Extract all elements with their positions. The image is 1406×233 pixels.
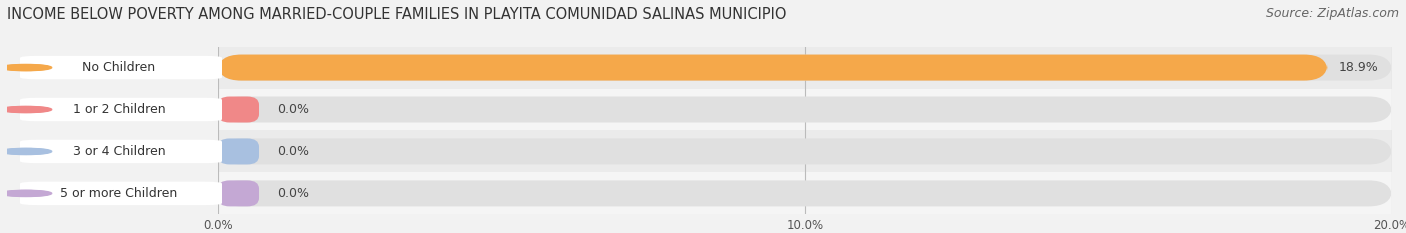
- Bar: [218, 130, 1392, 172]
- Text: 5 or more Children: 5 or more Children: [60, 187, 177, 200]
- Bar: [218, 89, 1392, 130]
- Text: 0.0%: 0.0%: [277, 187, 309, 200]
- Circle shape: [0, 65, 52, 71]
- Circle shape: [0, 106, 52, 113]
- FancyBboxPatch shape: [20, 140, 222, 163]
- FancyBboxPatch shape: [218, 180, 1392, 206]
- Circle shape: [0, 190, 52, 196]
- FancyBboxPatch shape: [218, 55, 1327, 81]
- Text: No Children: No Children: [83, 61, 156, 74]
- Text: Source: ZipAtlas.com: Source: ZipAtlas.com: [1265, 7, 1399, 20]
- FancyBboxPatch shape: [20, 56, 222, 79]
- FancyBboxPatch shape: [20, 182, 222, 205]
- FancyBboxPatch shape: [218, 96, 1392, 123]
- Text: 1 or 2 Children: 1 or 2 Children: [73, 103, 165, 116]
- FancyBboxPatch shape: [218, 96, 259, 123]
- Text: 0.0%: 0.0%: [277, 103, 309, 116]
- FancyBboxPatch shape: [20, 98, 222, 121]
- Text: 3 or 4 Children: 3 or 4 Children: [73, 145, 165, 158]
- Circle shape: [3, 65, 51, 70]
- FancyBboxPatch shape: [218, 138, 1392, 164]
- FancyBboxPatch shape: [218, 180, 259, 206]
- Bar: [218, 47, 1392, 89]
- FancyBboxPatch shape: [218, 138, 259, 164]
- Circle shape: [3, 149, 51, 154]
- Circle shape: [3, 191, 51, 196]
- Text: 18.9%: 18.9%: [1339, 61, 1379, 74]
- FancyBboxPatch shape: [218, 55, 1392, 81]
- Text: INCOME BELOW POVERTY AMONG MARRIED-COUPLE FAMILIES IN PLAYITA COMUNIDAD SALINAS : INCOME BELOW POVERTY AMONG MARRIED-COUPL…: [7, 7, 786, 22]
- Circle shape: [0, 148, 52, 154]
- Circle shape: [3, 107, 51, 112]
- Bar: [218, 172, 1392, 214]
- Text: 0.0%: 0.0%: [277, 145, 309, 158]
